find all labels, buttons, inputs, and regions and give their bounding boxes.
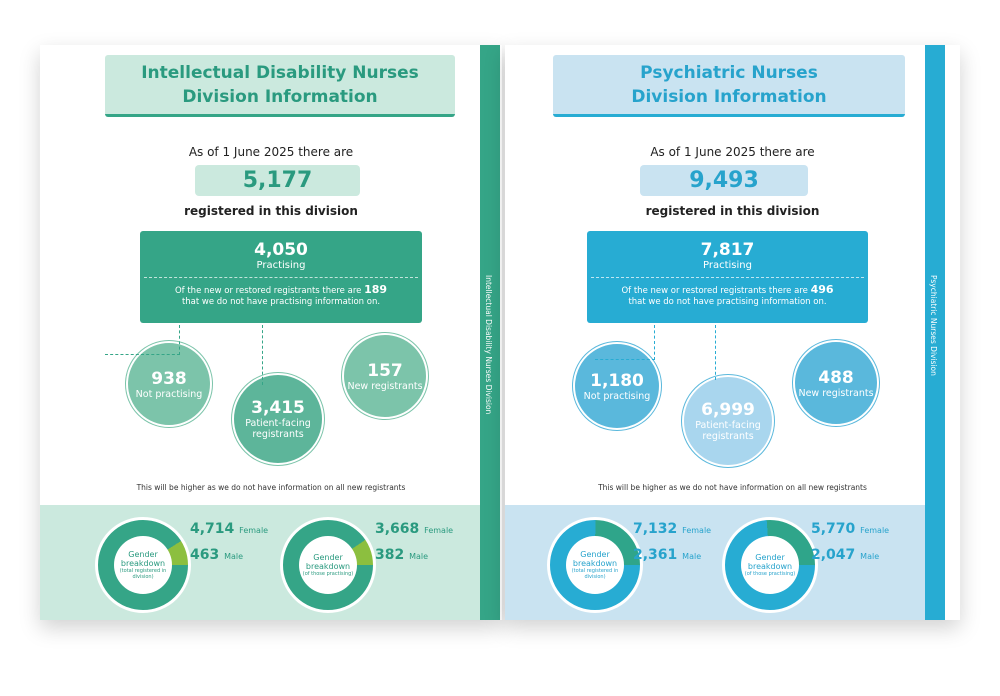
title-line: Intellectual Disability Nurses [141,62,419,83]
count: 938 [151,368,187,389]
other-text: that we do not have practising informati… [628,297,827,307]
donut-subtitle: (of those practising) [744,571,796,577]
other-count: 189 [364,283,388,296]
count: 6,999 [701,400,755,420]
connector-line [105,325,180,355]
spine-label: Psychiatric Nurses Division [929,275,938,376]
spine-stripe: Intellectual Disability Nurses Division [480,45,500,620]
female-count: 3,668 Female [375,521,453,537]
donut-title: Gender breakdown [305,553,351,571]
label: Patient-facing registrants [245,418,311,440]
registered-label: registered in this division [645,204,820,218]
male-count: 2,361 Male [633,547,701,563]
female-count: 4,714 Female [190,521,268,537]
donut-title: Gender breakdown [572,550,618,568]
gender-band: Gender breakdown (total registered in div… [505,505,925,620]
practising-count: 4,050 [254,240,308,260]
total-registered: 5,177 [195,165,360,196]
female-count: 7,132 Female [633,521,711,537]
division-title: Psychiatric Nurses Division Information [553,55,905,117]
male-count: 463 Male [190,547,243,563]
other-text: that we do not have practising informati… [181,297,381,307]
right-page: Psychiatric Nurses Division Information A… [505,45,960,620]
gender-band: Gender breakdown (total registered in div… [40,505,480,620]
gender-donut: Gender breakdown (total registered in div… [95,517,191,613]
female-count: 5,770 Female [811,521,889,537]
count: 2,047 [811,547,856,563]
count: 7,132 [633,521,678,537]
divider [591,277,864,278]
other-text: Of the new or restored registrants there… [621,286,808,296]
male-count: 2,047 Male [811,547,879,563]
connector-line [595,325,655,360]
label: Female [424,526,454,535]
divider [144,277,418,278]
donut-title: Gender breakdown [120,550,166,568]
as-of-text: As of 1 June 2025 there are [650,145,815,159]
as-of-text: As of 1 June 2025 there are [188,145,354,159]
label: Female [682,526,712,535]
total-registered: 9,493 [640,165,808,196]
division-title: Intellectual Disability Nurses Division I… [105,55,455,117]
count: 382 [375,547,405,563]
gender-donut: Gender breakdown (total registered in div… [547,517,643,613]
practising-label: Practising [256,260,306,271]
other-text: Of the new or restored registrants there… [174,286,362,296]
donut-subtitle: (of those practising) [302,571,354,577]
note: This will be higher as we do not have in… [136,483,406,492]
label: New registrants [347,380,423,392]
count: 3,668 [375,521,420,537]
male-count: 382 Male [375,547,428,563]
count: 3,415 [251,398,305,418]
label: Patient-facing registrants [695,420,761,442]
count: 488 [818,367,854,388]
count: 157 [367,360,403,381]
patient-facing-circle: 6,999 Patient-facing registrants [682,375,774,467]
practising-count: 7,817 [700,240,755,260]
not-practising-circle: 938 Not practising [126,341,212,427]
label: Not practising [135,388,203,400]
donut-center: Gender breakdown (total registered in div… [114,536,172,594]
donut-subtitle: (total registered in division) [571,568,619,580]
donut-subtitle: (total registered in division) [119,568,167,580]
title-line: Psychiatric Nurses [640,62,818,83]
registered-label: registered in this division [184,204,358,218]
connector-line [715,325,716,380]
donut-center: Gender breakdown (total registered in div… [566,536,624,594]
count: 463 [190,547,220,563]
count: 1,180 [590,370,644,391]
label: Male [409,552,429,561]
title-line: Division Information [182,86,378,107]
label: Male [860,552,880,561]
not-practising-circle: 1,180 Not practising [573,342,661,430]
practising-label: Practising [703,260,752,271]
note: This will be higher as we do not have in… [598,483,867,492]
title-line: Division Information [631,86,827,107]
label: Male [682,552,702,561]
gender-donut: Gender breakdown (of those practising) [280,517,376,613]
label: New registrants [798,387,874,399]
label: Female [860,526,890,535]
donut-center: Gender breakdown (of those practising) [299,536,357,594]
connector-line [262,325,263,385]
practising-box: 7,817 Practising Of the new or restored … [587,231,868,323]
count: 4,714 [190,521,235,537]
label: Male [224,552,244,561]
spine-stripe: Psychiatric Nurses Division [925,45,945,620]
label: Female [239,526,269,535]
new-registrants-circle: 157 New registrants [342,333,428,419]
practising-box: 4,050 Practising Of the new or restored … [140,231,422,323]
gender-donut: Gender breakdown (of those practising) [722,517,818,613]
label: Not practising [583,390,651,402]
other-count: 496 [810,283,834,296]
left-page: Intellectual Disability Nurses Division I… [40,45,502,620]
spine-label: Intellectual Disability Nurses Division [484,275,493,415]
donut-title: Gender breakdown [747,553,793,571]
donut-center: Gender breakdown (of those practising) [741,536,799,594]
patient-facing-circle: 3,415 Patient-facing registrants [232,373,324,465]
count: 2,361 [633,547,678,563]
count: 5,770 [811,521,856,537]
new-registrants-circle: 488 New registrants [793,340,879,426]
